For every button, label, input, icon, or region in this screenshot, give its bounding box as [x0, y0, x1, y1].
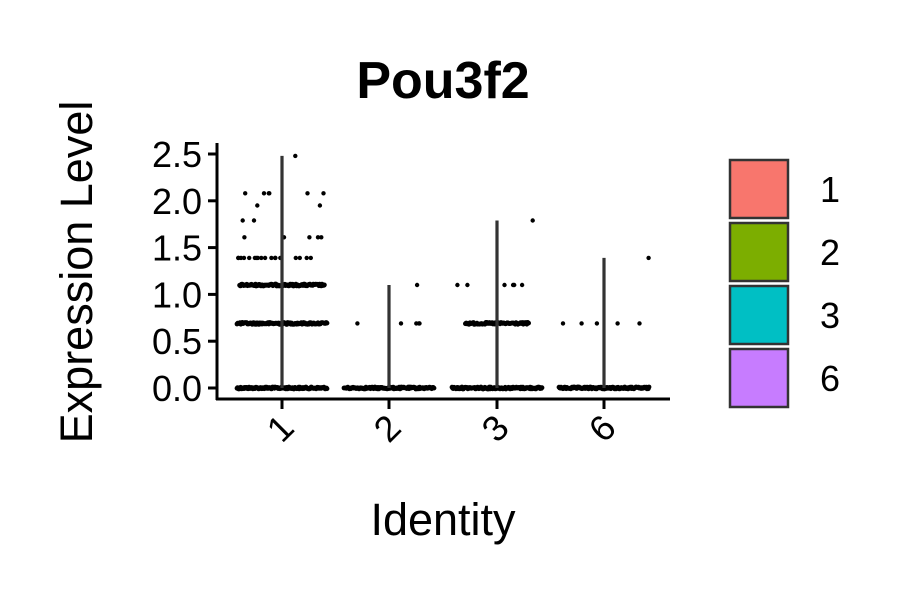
- data-point: [255, 255, 260, 261]
- data-point: [321, 191, 326, 196]
- y-tick-label: 0.5: [152, 321, 202, 362]
- data-point: [530, 218, 535, 223]
- violins-layer: [280, 155, 606, 388]
- data-point: [414, 282, 420, 288]
- data-point: [243, 191, 248, 196]
- x-axis-title: Identity: [370, 494, 516, 545]
- data-point: [262, 255, 268, 261]
- data-point: [269, 255, 274, 261]
- data-point: [293, 153, 298, 159]
- y-ticks: 0.0 0.5 1.0 1.5 2.0 2.5: [152, 134, 217, 409]
- points-layer: [234, 153, 652, 392]
- y-axis-title: Expression Level: [51, 101, 102, 444]
- data-point: [398, 321, 404, 326]
- data-point: [431, 385, 437, 391]
- legend-swatch-2: [728, 221, 790, 283]
- data-point: [247, 255, 252, 261]
- data-point: [251, 218, 257, 223]
- data-point: [417, 321, 422, 326]
- data-point: [322, 282, 327, 288]
- x-ticks: 1 2 3 6: [259, 399, 624, 450]
- data-point: [519, 282, 525, 288]
- data-point: [465, 282, 470, 288]
- y-tick-label: 2.0: [152, 181, 202, 222]
- legend-label-6: 6: [820, 358, 840, 399]
- x-tick-label: 6: [581, 407, 624, 450]
- data-point: [637, 321, 642, 326]
- chart-title: Pou3f2: [356, 52, 529, 110]
- axes: [215, 143, 670, 401]
- data-point: [594, 321, 600, 326]
- data-point: [242, 235, 247, 240]
- legend-label-1: 1: [820, 169, 840, 210]
- legend-swatch-6: [728, 347, 790, 409]
- data-point: [539, 385, 545, 391]
- data-point: [238, 255, 244, 261]
- data-point: [240, 218, 245, 223]
- data-point: [317, 203, 323, 208]
- legend-label-2: 2: [820, 232, 840, 273]
- x-tick-label: 1: [259, 407, 302, 450]
- y-tick-label: 0.0: [152, 368, 202, 409]
- data-point: [646, 255, 651, 261]
- data-point: [512, 282, 517, 288]
- data-point: [304, 255, 309, 261]
- data-point: [579, 321, 584, 326]
- data-point: [273, 255, 278, 261]
- data-point: [255, 203, 260, 208]
- data-point: [502, 282, 507, 288]
- data-point: [261, 191, 267, 196]
- data-point: [324, 386, 330, 392]
- x-tick-label: 2: [366, 407, 409, 450]
- legend: 1 2 3 6: [728, 158, 840, 409]
- x-tick-label: 3: [474, 407, 517, 450]
- data-point: [355, 321, 360, 326]
- data-point: [319, 235, 324, 240]
- data-point: [293, 255, 298, 261]
- data-point: [646, 384, 652, 390]
- data-point: [324, 320, 330, 326]
- legend-swatch-1: [728, 158, 790, 220]
- data-point: [455, 282, 460, 288]
- data-point: [526, 320, 531, 326]
- plot-area: [234, 153, 652, 392]
- data-point: [615, 321, 620, 326]
- data-point: [307, 235, 312, 240]
- data-point: [267, 191, 272, 196]
- data-point: [308, 255, 313, 261]
- y-tick-label: 1.5: [152, 228, 202, 269]
- data-point: [560, 321, 566, 326]
- y-tick-label: 1.0: [152, 274, 202, 315]
- data-point: [315, 235, 321, 240]
- legend-label-3: 3: [820, 295, 840, 336]
- data-point: [259, 255, 264, 261]
- data-point: [297, 255, 302, 261]
- y-tick-label: 2.5: [152, 134, 202, 175]
- legend-swatch-3: [728, 284, 790, 346]
- data-point: [305, 191, 310, 196]
